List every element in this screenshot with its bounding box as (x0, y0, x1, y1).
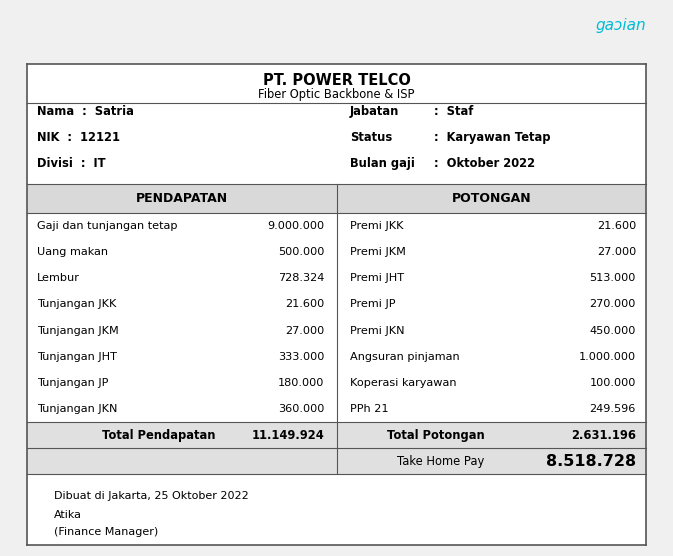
Text: :  Staf: : Staf (434, 105, 474, 118)
Text: Atika: Atika (54, 510, 82, 520)
Text: Fiber Optic Backbone & ISP: Fiber Optic Backbone & ISP (258, 88, 415, 101)
Text: PPh 21: PPh 21 (350, 404, 388, 414)
Text: 21.600: 21.600 (597, 221, 636, 231)
Bar (27, 448, 646, 474)
Text: Angsuran pinjaman: Angsuran pinjaman (350, 352, 460, 361)
Text: 450.000: 450.000 (590, 326, 636, 335)
Bar (27, 64, 646, 545)
Text: Bulan gaji: Bulan gaji (350, 157, 415, 170)
Text: Premi JKK: Premi JKK (350, 221, 403, 231)
Text: PENDAPATAN: PENDAPATAN (136, 192, 227, 205)
Text: 270.000: 270.000 (590, 300, 636, 309)
Text: 249.596: 249.596 (590, 404, 636, 414)
Text: Dibuat di Jakarta, 25 Oktober 2022: Dibuat di Jakarta, 25 Oktober 2022 (54, 491, 248, 501)
Text: Divisi  :  IT: Divisi : IT (37, 157, 106, 170)
Text: Tunjangan JKN: Tunjangan JKN (37, 404, 117, 414)
Text: 513.000: 513.000 (590, 274, 636, 283)
Text: Take Home Pay: Take Home Pay (397, 455, 485, 468)
Text: 100.000: 100.000 (590, 378, 636, 388)
Text: Total Potongan: Total Potongan (387, 429, 485, 441)
Text: Jabatan: Jabatan (350, 105, 399, 118)
Text: 9.000.000: 9.000.000 (267, 221, 324, 231)
Text: gaɔian: gaɔian (596, 18, 646, 32)
Text: Total Pendapatan: Total Pendapatan (102, 429, 215, 441)
Text: Lembur: Lembur (37, 274, 80, 283)
Text: :  Oktober 2022: : Oktober 2022 (434, 157, 535, 170)
Bar (27, 184, 646, 213)
Text: :  Karyawan Tetap: : Karyawan Tetap (434, 131, 551, 144)
Text: 27.000: 27.000 (285, 326, 324, 335)
Text: 333.000: 333.000 (278, 352, 324, 361)
Text: Tunjangan JKK: Tunjangan JKK (37, 300, 116, 309)
Text: 500.000: 500.000 (278, 247, 324, 257)
Text: Gaji dan tunjangan tetap: Gaji dan tunjangan tetap (37, 221, 178, 231)
Text: Tunjangan JP: Tunjangan JP (37, 378, 108, 388)
Text: Nama  :  Satria: Nama : Satria (37, 105, 134, 118)
Text: 8.518.728: 8.518.728 (546, 454, 636, 469)
Text: POTONGAN: POTONGAN (452, 192, 531, 205)
Text: 728.324: 728.324 (278, 274, 324, 283)
Text: 21.600: 21.600 (285, 300, 324, 309)
Text: 1.000.000: 1.000.000 (579, 352, 636, 361)
Text: Premi JP: Premi JP (350, 300, 396, 309)
Text: PT. POWER TELCO: PT. POWER TELCO (262, 73, 411, 88)
Text: Tunjangan JKM: Tunjangan JKM (37, 326, 118, 335)
Text: Premi JHT: Premi JHT (350, 274, 404, 283)
Text: (Finance Manager): (Finance Manager) (54, 527, 158, 537)
Text: NIK  :  12121: NIK : 12121 (37, 131, 120, 144)
Text: Tunjangan JHT: Tunjangan JHT (37, 352, 117, 361)
Text: Koperasi karyawan: Koperasi karyawan (350, 378, 456, 388)
Text: 180.000: 180.000 (278, 378, 324, 388)
Text: 2.631.196: 2.631.196 (571, 429, 636, 441)
Text: Premi JKN: Premi JKN (350, 326, 404, 335)
Text: Status: Status (350, 131, 392, 144)
Text: Premi JKM: Premi JKM (350, 247, 406, 257)
Text: 27.000: 27.000 (597, 247, 636, 257)
Text: 360.000: 360.000 (278, 404, 324, 414)
Text: Uang makan: Uang makan (37, 247, 108, 257)
Bar (27, 422, 646, 448)
Text: 11.149.924: 11.149.924 (252, 429, 324, 441)
